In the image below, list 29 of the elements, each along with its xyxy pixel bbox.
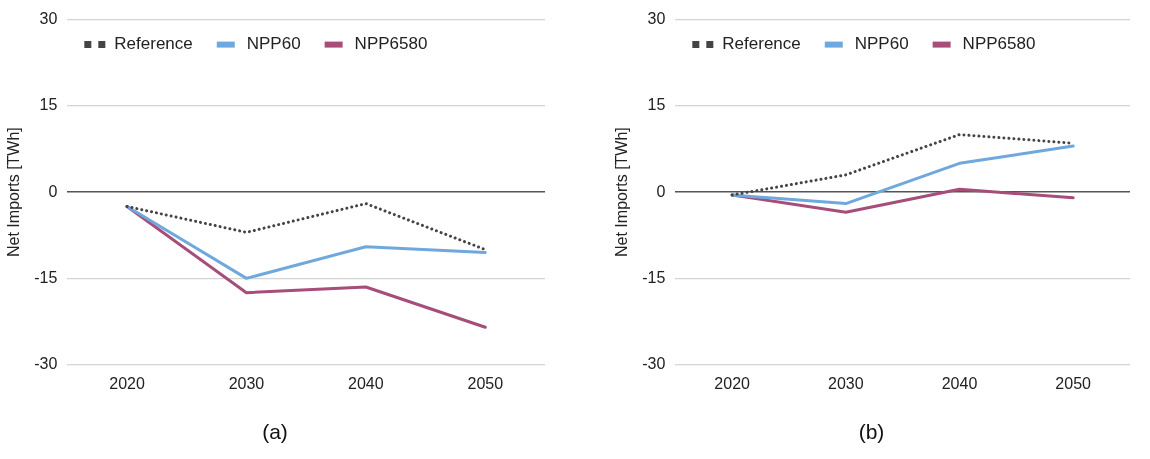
y-tick-label: 30 — [647, 10, 666, 28]
y-tick-label: 15 — [647, 96, 666, 114]
legend-label: NPP6580 — [354, 34, 428, 54]
x-tick-label: 2020 — [109, 374, 145, 392]
y-tick-label: -15 — [34, 268, 58, 286]
legend-label: NPP6580 — [962, 34, 1036, 54]
y-tick-label: -15 — [642, 268, 666, 286]
y-tick-label: -30 — [34, 355, 58, 373]
y-tick-label: -30 — [642, 355, 666, 373]
x-tick-label: 2030 — [828, 374, 864, 392]
y-tick-label: 0 — [656, 182, 666, 200]
y-tick-label: 30 — [39, 10, 58, 28]
legend-label: NPP60 — [854, 34, 909, 54]
text: (a) — [262, 420, 288, 444]
legend-label: Reference — [722, 34, 801, 54]
line-series — [125, 202, 487, 252]
x-tick-label: 2050 — [467, 374, 504, 392]
x-tick-label: 2030 — [228, 374, 265, 392]
x-tick-label: 2020 — [714, 374, 751, 392]
x-tick-label: 2040 — [348, 374, 384, 392]
y-axis-title: Net Imports [TWh] — [613, 127, 631, 257]
x-tick-label: 2040 — [941, 374, 978, 392]
legend-label: NPP60 — [246, 34, 301, 54]
y-axis-title: Net Imports [TWh] — [5, 127, 23, 257]
y-tick-label: 15 — [39, 96, 58, 114]
x-tick-label: 2050 — [1055, 374, 1092, 392]
text: (b) — [858, 420, 885, 444]
legend-label: Reference — [114, 34, 193, 54]
y-tick-label: 0 — [48, 182, 58, 200]
